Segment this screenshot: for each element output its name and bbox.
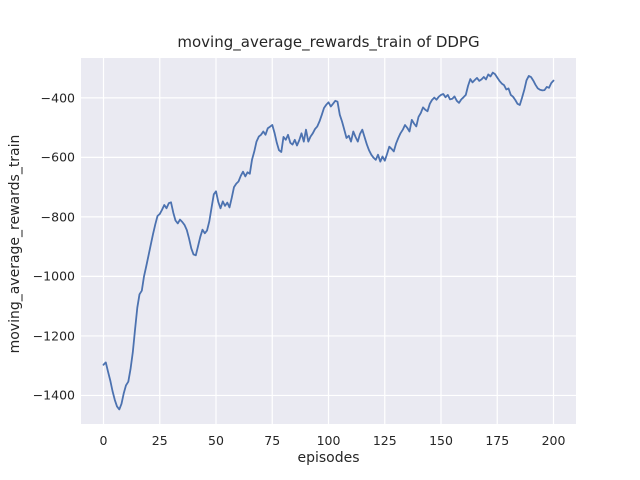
x-axis-label: episodes — [297, 450, 360, 466]
x-tick-label: 75 — [264, 433, 281, 448]
x-tick-label: 150 — [429, 433, 453, 448]
x-tick-label: 200 — [541, 433, 566, 448]
data-line-ddpg — [102, 71, 555, 411]
chart-title: moving_average_rewards_train of DDPG — [177, 33, 480, 51]
x-tick-label: 100 — [316, 433, 341, 448]
x-tick-label: 175 — [485, 433, 510, 448]
x-tick-label: 50 — [208, 433, 224, 448]
x-tick-label: 125 — [372, 433, 397, 448]
y-tick-label: −1000 — [32, 268, 75, 284]
x-tick-label: 0 — [99, 433, 108, 448]
y-tick-label: −400 — [40, 90, 75, 106]
y-tick-label: −800 — [40, 209, 75, 225]
plot-area — [81, 58, 576, 424]
x-tick-label: 25 — [151, 433, 168, 448]
y-tick-label: −1400 — [32, 387, 75, 403]
y-tick-label: −1200 — [32, 328, 75, 344]
y-tick-label: −600 — [40, 149, 75, 165]
gridlines — [81, 58, 576, 424]
y-axis-label: moving_average_rewards_train — [7, 134, 23, 354]
